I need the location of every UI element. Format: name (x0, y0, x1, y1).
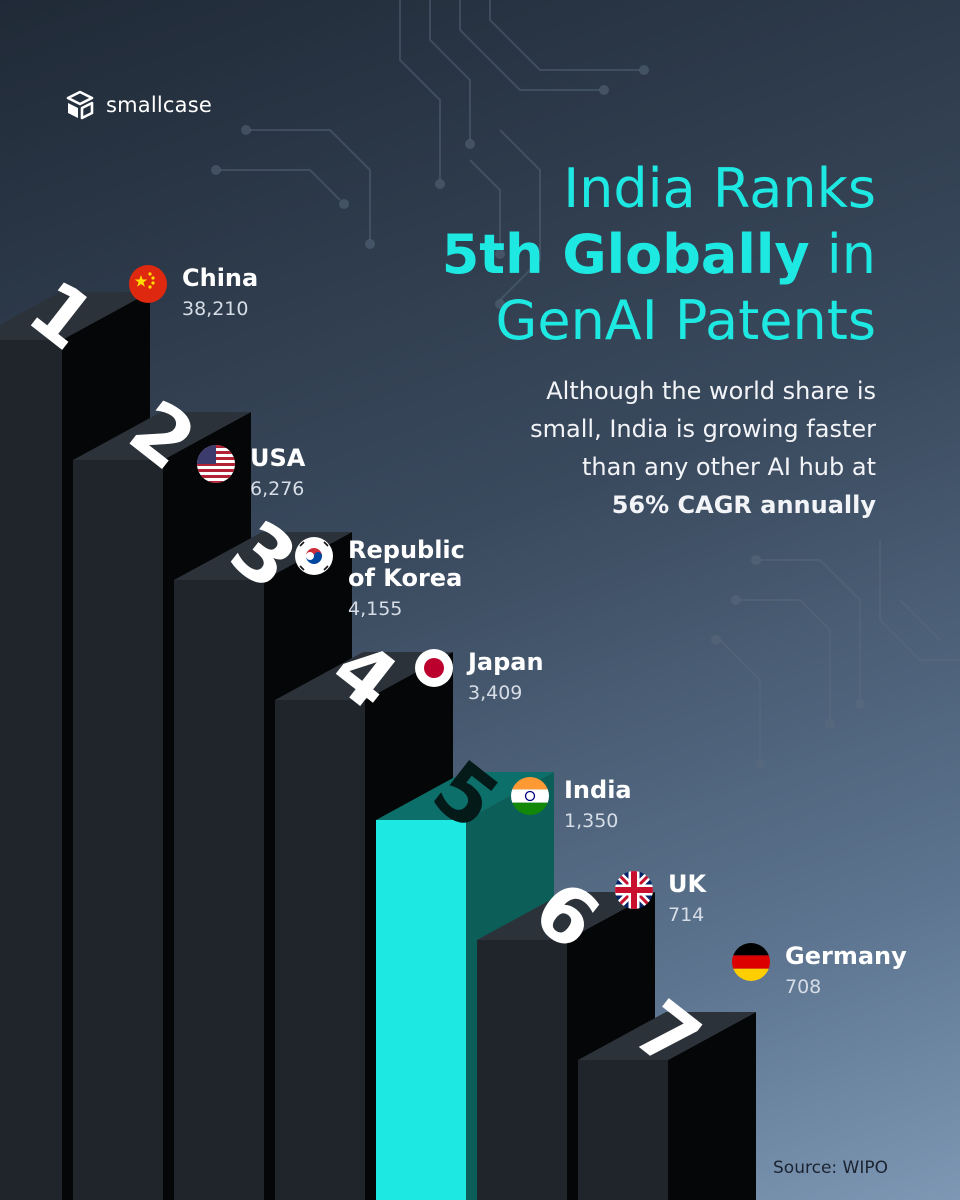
country-label-texts: China 38,210 (182, 264, 258, 320)
bar-rank-7: 7 (578, 984, 756, 1200)
source-note: Source: WIPO (773, 1158, 888, 1178)
bar-top-face (0, 292, 150, 340)
subtext-cagr-emphasis: 56% CAGR annually (611, 491, 876, 519)
brand-name: smallcase (106, 93, 213, 117)
bar-top-face (275, 652, 453, 700)
country-label-texts: Republic of Korea 4,155 (348, 536, 488, 620)
bar-front-face (376, 820, 466, 1200)
country-name: UK (668, 870, 707, 898)
country-label: Republic of Korea 4,155 (294, 536, 488, 620)
country-label-texts: Japan 3,409 (468, 648, 544, 704)
country-label: India 1,350 (510, 776, 632, 832)
uk-flag-icon (615, 871, 653, 909)
patent-count: 4,155 (348, 598, 403, 620)
usa-flag-icon (197, 445, 235, 483)
headline-line-3: GenAI Patents (495, 289, 876, 352)
country-label: UK 714 (614, 870, 706, 926)
country-label: Japan 3,409 (414, 648, 544, 704)
bar-top-face (578, 1012, 756, 1060)
subtext-line-2: small, India is growing faster (530, 415, 876, 443)
patent-count: 38,210 (182, 298, 249, 320)
country-label-texts: USA 6,276 (250, 444, 305, 500)
bar-top-face (376, 772, 554, 820)
patent-count: 708 (785, 976, 822, 998)
patent-count: 3,409 (468, 682, 523, 704)
korea-flag-icon (295, 537, 333, 575)
japan-flag-icon (415, 649, 453, 687)
country-label: USA 6,276 (196, 444, 305, 500)
bar-front-face (477, 940, 567, 1200)
country-name: Republic of Korea (348, 536, 465, 592)
bar-top-face (477, 892, 655, 940)
bar-front-face (578, 1060, 668, 1200)
smallcase-logo-icon (66, 90, 94, 120)
bar-front-face (174, 580, 264, 1200)
country-label: China 38,210 (128, 264, 258, 320)
subtext-line-3: than any other AI hub at (581, 453, 876, 481)
country-label: Germany 708 (731, 942, 907, 998)
bar-front-face (0, 340, 62, 1200)
subtext-line-1: Although the world share is (546, 377, 876, 405)
germany-flag-icon (732, 943, 770, 981)
headline-line-2: 5th Globally in (356, 222, 876, 288)
bar-top-face (73, 412, 251, 460)
country-name: Germany (785, 942, 907, 970)
patent-count: 6,276 (250, 478, 305, 500)
country-label-texts: UK 714 (668, 870, 706, 926)
country-name: China (182, 264, 259, 292)
china-flag-icon (129, 265, 167, 303)
headline-line-1: India Ranks (563, 157, 876, 220)
india-flag-icon (511, 777, 549, 815)
patent-count: 1,350 (564, 810, 619, 832)
country-name: USA (250, 444, 306, 472)
country-label-texts: India 1,350 (564, 776, 632, 832)
bar-front-face (275, 700, 365, 1200)
brand-header: smallcase (66, 90, 212, 120)
country-label-texts: Germany 708 (785, 942, 907, 998)
headline: India Ranks 5th Globally in GenAI Patent… (356, 156, 876, 354)
headline-highlight: 5th Globally (441, 223, 810, 286)
subtext: Although the world share is small, India… (436, 372, 876, 524)
bar-front-face (73, 460, 163, 1200)
patent-count: 714 (668, 904, 705, 926)
country-name: Japan (468, 648, 544, 676)
country-name: India (564, 776, 632, 804)
headline-line-2-rest: in (809, 223, 876, 286)
bar-side-face (668, 1012, 756, 1200)
